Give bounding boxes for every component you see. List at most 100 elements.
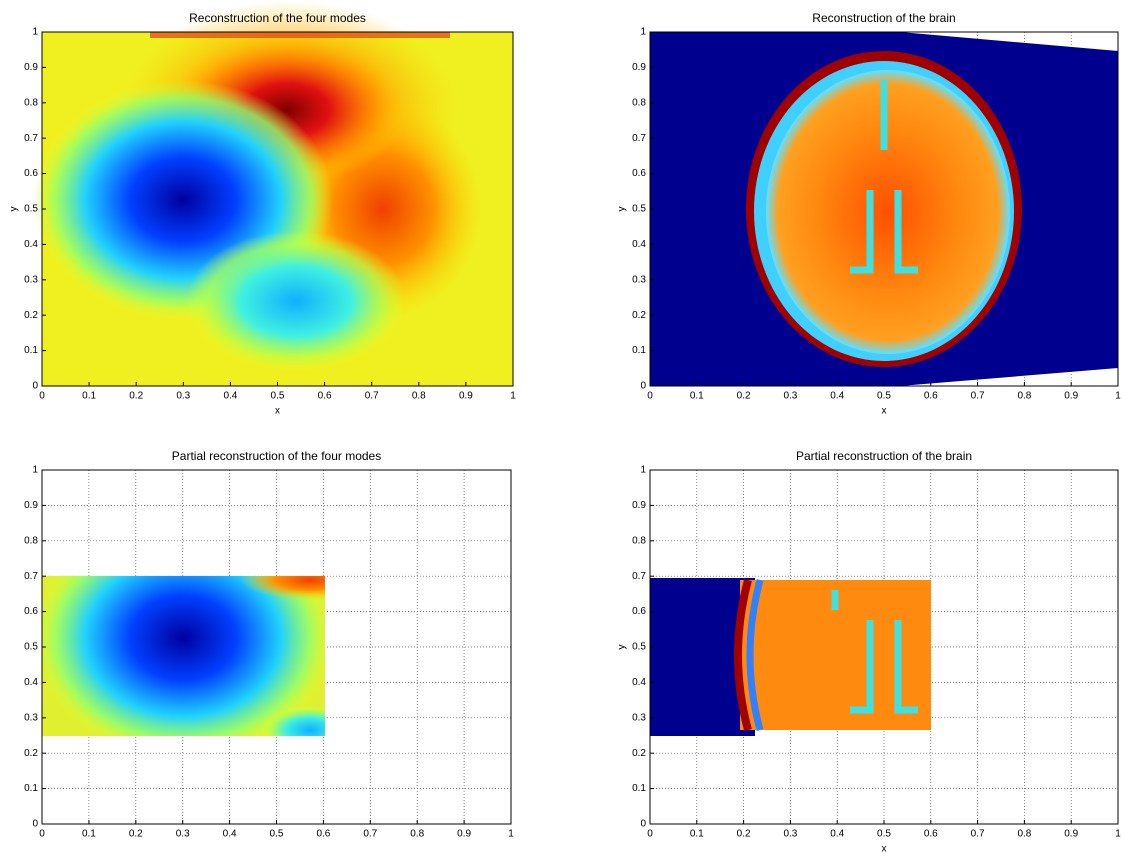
x-tick-label: 0.8 <box>412 391 426 402</box>
y-tick-label: 0.6 <box>24 168 38 179</box>
chart-title: Partial reconstruction of the brain <box>796 449 972 463</box>
x-tick-label: 0.6 <box>924 391 938 402</box>
y-tick-label: 0.8 <box>24 97 38 108</box>
y-tick-label: 0.2 <box>632 748 646 759</box>
x-tick-label: 0.8 <box>1017 829 1031 840</box>
y-axis-label: y <box>617 207 628 212</box>
x-tick-label: 0.9 <box>459 391 473 402</box>
x-tick-label: 0.1 <box>690 391 704 402</box>
x-tick-label: 1 <box>508 829 514 840</box>
y-tick-label: 0.4 <box>632 239 646 250</box>
y-tick-label: 0.9 <box>632 62 646 73</box>
x-tick-label: 0 <box>39 391 45 402</box>
y-tick-label: 1 <box>32 27 38 38</box>
x-tick-label: 1 <box>510 391 516 402</box>
x-tick-label: 0.9 <box>1064 829 1078 840</box>
y-tick-label: 0.3 <box>24 274 38 285</box>
x-tick-label: 0.7 <box>971 829 985 840</box>
y-tick-label: 0.2 <box>632 310 646 321</box>
x-tick-label: 0.5 <box>271 391 285 402</box>
x-tick-label: 0.5 <box>877 829 891 840</box>
y-tick-label: 0.5 <box>24 204 38 215</box>
y-tick-label: 0.5 <box>632 642 646 653</box>
x-tick-label: 0.2 <box>737 391 751 402</box>
x-tick-label: 0.4 <box>223 391 237 402</box>
x-axis-label: x <box>275 406 280 417</box>
y-tick-label: 0.4 <box>632 677 646 688</box>
x-tick-label: 0.2 <box>129 391 143 402</box>
x-axis-label: x <box>882 844 887 855</box>
image-brain <box>650 32 1118 386</box>
y-tick-label: 0.7 <box>632 571 646 582</box>
y-tick-label: 0.9 <box>24 62 38 73</box>
x-tick-label: 0.8 <box>410 829 424 840</box>
y-tick-label: 0.1 <box>24 783 38 794</box>
x-tick-label: 0.3 <box>783 391 797 402</box>
y-tick-label: 0.3 <box>24 712 38 723</box>
y-tick-label: 0.8 <box>632 535 646 546</box>
y-tick-label: 0.6 <box>632 168 646 179</box>
y-tick-label: 0.2 <box>24 310 38 321</box>
y-tick-label: 0.9 <box>632 500 646 511</box>
y-tick-label: 0.2 <box>24 748 38 759</box>
x-tick-label: 0.5 <box>270 829 284 840</box>
y-tick-label: 0.9 <box>24 500 38 511</box>
y-tick-label: 1 <box>640 465 646 476</box>
axes-frame <box>41 31 514 387</box>
x-tick-label: 0.7 <box>363 829 377 840</box>
x-tick-label: 0.1 <box>82 391 96 402</box>
x-tick-label: 0.8 <box>1017 391 1031 402</box>
axes-frame <box>41 469 512 825</box>
x-tick-label: 0.1 <box>690 829 704 840</box>
y-tick-label: 0.1 <box>632 345 646 356</box>
y-tick-label: 0.7 <box>24 571 38 582</box>
y-tick-label: 0.4 <box>24 677 38 688</box>
x-tick-label: 0.7 <box>971 391 985 402</box>
y-tick-label: 0.6 <box>632 606 646 617</box>
x-axis-label: x <box>882 406 887 417</box>
chart-title: Reconstruction of the brain <box>812 11 955 25</box>
y-tick-label: 0.5 <box>632 204 646 215</box>
image-partial-brain <box>650 578 931 736</box>
y-tick-label: 0 <box>32 381 38 392</box>
y-tick-label: 0.1 <box>24 345 38 356</box>
y-axis-label: y <box>617 645 628 650</box>
y-tick-label: 0 <box>640 819 646 830</box>
chart-title: Partial reconstruction of the four modes <box>172 449 381 463</box>
x-tick-label: 0.6 <box>924 829 938 840</box>
x-tick-label: 0.7 <box>365 391 379 402</box>
y-axis-label: y <box>9 207 20 212</box>
image-partial-four-modes <box>42 576 325 736</box>
x-tick-label: 0 <box>647 829 653 840</box>
y-tick-label: 0.1 <box>632 783 646 794</box>
image-four-modes <box>33 0 513 386</box>
y-tick-label: 0.3 <box>632 712 646 723</box>
y-tick-label: 0.7 <box>24 133 38 144</box>
y-tick-label: 0 <box>640 381 646 392</box>
y-tick-label: 0.3 <box>632 274 646 285</box>
y-tick-label: 1 <box>640 27 646 38</box>
y-tick-label: 1 <box>32 465 38 476</box>
x-tick-label: 0.5 <box>877 391 891 402</box>
y-tick-label: 0.6 <box>24 606 38 617</box>
x-tick-label: 0 <box>647 391 653 402</box>
x-tick-label: 0.3 <box>783 829 797 840</box>
x-tick-label: 1 <box>1115 829 1121 840</box>
x-tick-label: 0.4 <box>223 829 237 840</box>
x-tick-label: 0.6 <box>318 391 332 402</box>
y-tick-label: 0.5 <box>24 642 38 653</box>
x-tick-label: 0.6 <box>316 829 330 840</box>
x-tick-label: 1 <box>1115 391 1121 402</box>
y-tick-label: 0 <box>32 819 38 830</box>
x-tick-label: 0.2 <box>129 829 143 840</box>
y-tick-label: 0.8 <box>632 97 646 108</box>
x-tick-label: 0.2 <box>737 829 751 840</box>
axes-frame <box>649 469 1119 825</box>
x-tick-label: 0.3 <box>176 391 190 402</box>
chart-title: Reconstruction of the four modes <box>189 11 366 25</box>
x-tick-label: 0.3 <box>176 829 190 840</box>
y-tick-label: 0.8 <box>24 535 38 546</box>
y-tick-label: 0.4 <box>24 239 38 250</box>
x-tick-label: 0.9 <box>1064 391 1078 402</box>
